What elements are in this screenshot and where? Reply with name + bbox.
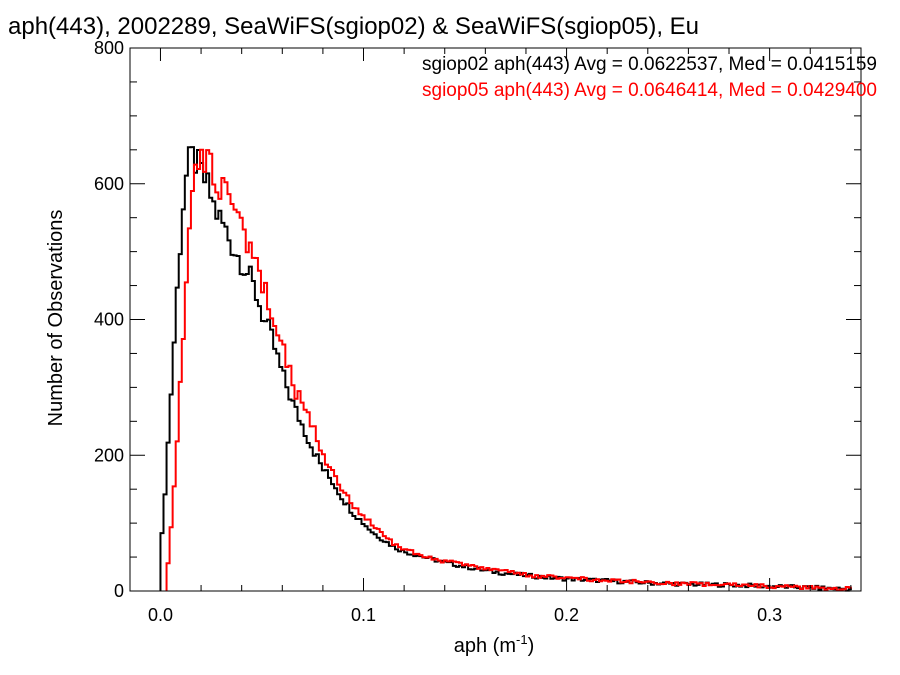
ticks-layer — [130, 47, 861, 592]
legend-entry-sgiop02: sgiop02 aph(443) Avg = 0.0622537, Med = … — [422, 54, 877, 75]
y-tick-label: 800 — [94, 38, 124, 58]
plot-frame — [129, 47, 862, 592]
chart-title: aph(443), 2002289, SeaWiFS(sgiop02) & Se… — [8, 13, 699, 40]
series-line-sgiop02 — [159, 146, 852, 592]
x-axis-label-close: ) — [528, 635, 535, 657]
y-tick-label: 200 — [94, 445, 124, 465]
x-tick-label: 0.1 — [351, 605, 376, 625]
series-line-sgiop05 — [165, 148, 852, 592]
x-tick-label: 0.0 — [148, 605, 173, 625]
x-axis-label-main: aph (m — [454, 635, 516, 657]
x-tick-label: 0.2 — [554, 605, 579, 625]
y-axis-label: Number of Observations — [45, 210, 67, 427]
tick-labels: 0.0 0.1 0.2 0.3 0 200 400 600 800 — [94, 38, 782, 625]
plot-area — [129, 47, 862, 592]
legend-entry-sgiop05: sgiop05 aph(443) Avg = 0.0646414, Med = … — [422, 80, 877, 101]
x-axis-label-sup: -1 — [516, 632, 528, 647]
x-tick-label: 0.3 — [757, 605, 782, 625]
series-layer — [159, 146, 852, 592]
y-tick-label: 0 — [114, 581, 124, 601]
y-tick-label: 600 — [94, 174, 124, 194]
y-tick-label: 400 — [94, 310, 124, 330]
x-axis-label: aph (m-1) — [454, 632, 534, 657]
